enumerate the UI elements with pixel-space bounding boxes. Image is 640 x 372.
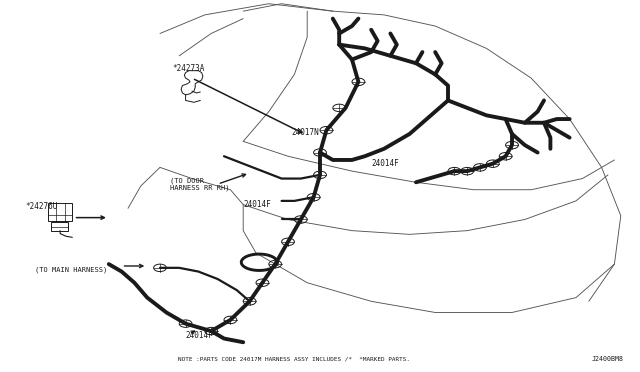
Text: 24014F: 24014F	[371, 159, 399, 168]
Text: J2400BM8: J2400BM8	[592, 356, 624, 362]
Bar	[51, 222, 68, 231]
Text: (TO DOOR
HARNESS RR RH): (TO DOOR HARNESS RR RH)	[170, 177, 229, 191]
Text: 24014F: 24014F	[243, 200, 271, 209]
Bar	[48, 203, 72, 221]
Text: 24017N: 24017N	[291, 128, 319, 137]
Text: (TO MAIN HARNESS): (TO MAIN HARNESS)	[35, 266, 108, 273]
Text: *24276U: *24276U	[26, 202, 58, 211]
Text: 24014F: 24014F	[186, 331, 213, 340]
Text: *24273A: *24273A	[173, 64, 205, 73]
Text: NOTE :PARTS CODE 24017M HARNESS ASSY INCLUDES /*  *MARKED PARTS.: NOTE :PARTS CODE 24017M HARNESS ASSY INC…	[179, 357, 410, 362]
